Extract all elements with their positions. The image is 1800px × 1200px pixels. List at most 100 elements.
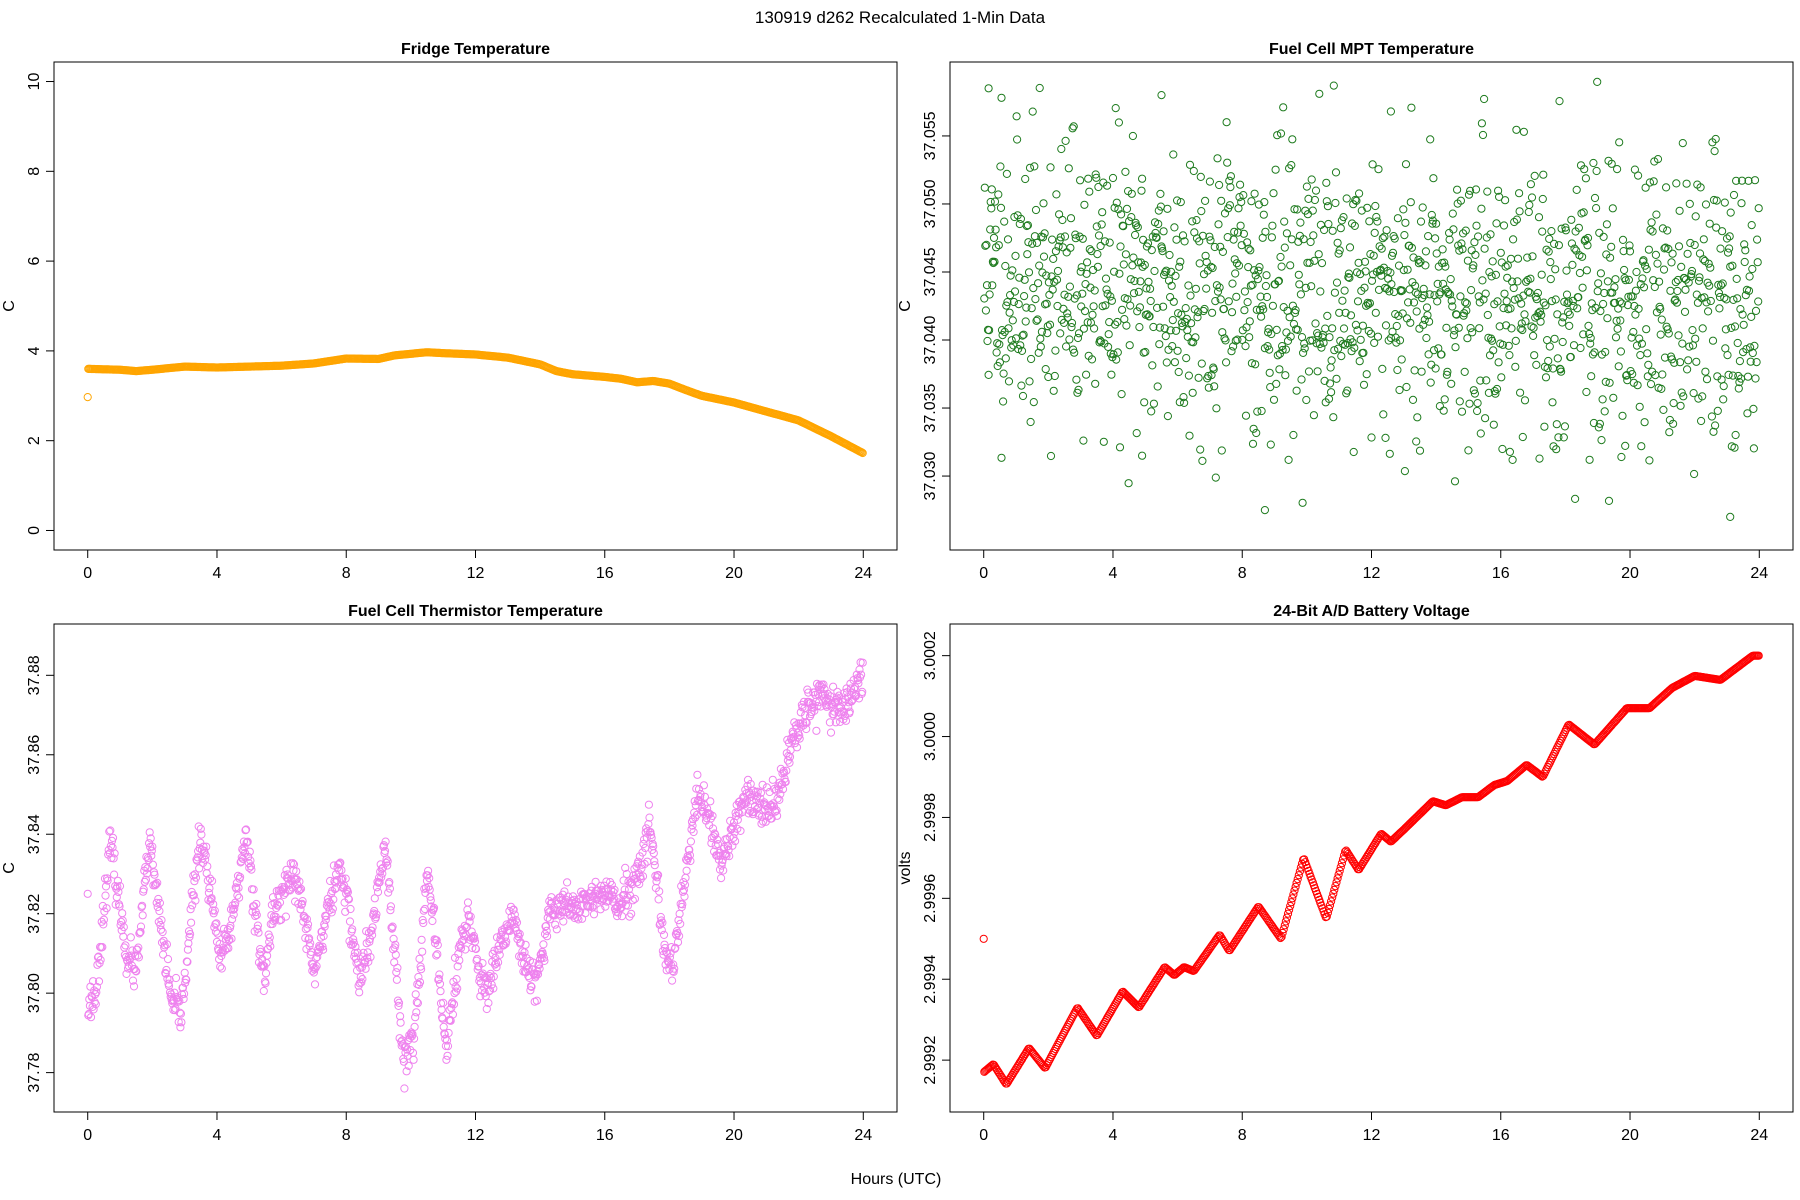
data-point xyxy=(515,929,524,939)
data-point xyxy=(1077,263,1086,272)
data-point xyxy=(1361,267,1370,276)
data-point xyxy=(771,807,780,816)
data-point xyxy=(1615,297,1624,306)
data-point xyxy=(1162,358,1171,367)
data-point xyxy=(1379,410,1388,419)
data-point xyxy=(1355,357,1364,366)
data-point xyxy=(1622,371,1631,380)
data-point xyxy=(1221,336,1230,345)
data-point xyxy=(980,183,989,192)
data-point xyxy=(1708,336,1718,345)
data-point xyxy=(1629,327,1638,337)
data-point xyxy=(1177,310,1186,319)
data-point xyxy=(762,783,772,792)
data-point xyxy=(126,933,135,942)
data-point xyxy=(1561,226,1571,235)
data-point xyxy=(527,982,536,992)
data-point xyxy=(1281,345,1291,354)
data-point xyxy=(393,963,402,973)
data-point xyxy=(1016,341,1025,350)
data-point xyxy=(1238,335,1247,344)
data-point xyxy=(1259,210,1268,219)
data-point xyxy=(108,843,117,852)
x-tick-label: 8 xyxy=(1238,565,1247,582)
data-point xyxy=(1281,371,1290,380)
data-point xyxy=(1655,277,1664,286)
data-point xyxy=(1700,293,1709,302)
data-point xyxy=(1280,921,1289,930)
data-point xyxy=(265,937,274,947)
data-point xyxy=(292,875,301,884)
data-point xyxy=(386,902,395,911)
data-point xyxy=(1665,428,1674,437)
data-point xyxy=(1662,183,1671,192)
data-point xyxy=(1335,308,1344,317)
data-point xyxy=(162,965,171,975)
data-point xyxy=(1424,350,1433,359)
data-point xyxy=(1414,255,1423,264)
data-point xyxy=(371,913,380,922)
data-point xyxy=(1483,310,1492,320)
data-point xyxy=(1539,170,1548,179)
data-point xyxy=(1034,348,1043,357)
data-point xyxy=(1381,321,1391,330)
data-point xyxy=(858,658,867,667)
data-point xyxy=(113,882,122,891)
data-point xyxy=(341,874,350,883)
data-point xyxy=(1723,351,1732,360)
data-point xyxy=(1191,284,1201,293)
data-point xyxy=(234,883,243,893)
data-point xyxy=(749,786,758,795)
data-point xyxy=(217,964,226,973)
data-point xyxy=(1143,239,1153,248)
data-point xyxy=(1328,226,1337,235)
data-point xyxy=(985,290,994,299)
data-point xyxy=(1432,219,1441,228)
data-point xyxy=(86,1013,96,1022)
data-point xyxy=(1019,330,1028,339)
data-point xyxy=(1527,193,1537,202)
data-point xyxy=(1048,1051,1057,1060)
data-point xyxy=(1538,227,1547,236)
data-point xyxy=(389,934,398,944)
data-point xyxy=(1322,197,1331,206)
data-point xyxy=(724,842,733,851)
data-point xyxy=(1014,300,1023,309)
data-point xyxy=(1159,227,1168,236)
data-point xyxy=(1311,319,1320,328)
data-point xyxy=(1247,197,1256,206)
data-point xyxy=(363,953,372,963)
data-point xyxy=(542,926,551,936)
data-point xyxy=(1678,339,1687,348)
data-point xyxy=(113,876,123,886)
data-point xyxy=(1695,273,1704,282)
data-point xyxy=(1548,398,1557,407)
data-point xyxy=(1680,274,1689,283)
data-point xyxy=(1718,279,1727,288)
data-point xyxy=(1299,235,1308,244)
data-point xyxy=(1006,291,1015,300)
data-point xyxy=(1065,282,1075,291)
x-tick-label: 0 xyxy=(979,565,988,582)
data-point xyxy=(99,920,108,929)
data-point xyxy=(136,927,145,937)
data-point xyxy=(1635,334,1644,343)
data-point xyxy=(242,825,251,834)
data-point xyxy=(154,894,163,904)
y-axis-label: C xyxy=(1,300,18,312)
data-point xyxy=(1208,263,1217,273)
data-point xyxy=(196,824,205,833)
data-point xyxy=(778,785,788,794)
data-point xyxy=(1728,371,1738,380)
data-point xyxy=(1582,387,1591,397)
data-point xyxy=(153,902,162,912)
data-point xyxy=(1234,261,1244,270)
outlier-point xyxy=(1260,506,1270,515)
data-point xyxy=(638,872,648,881)
data-point xyxy=(1499,304,1508,313)
data-point xyxy=(638,848,647,857)
data-point xyxy=(1596,269,1606,278)
data-point xyxy=(1449,331,1459,340)
data-point xyxy=(1495,322,1504,331)
data-point xyxy=(1066,214,1076,223)
